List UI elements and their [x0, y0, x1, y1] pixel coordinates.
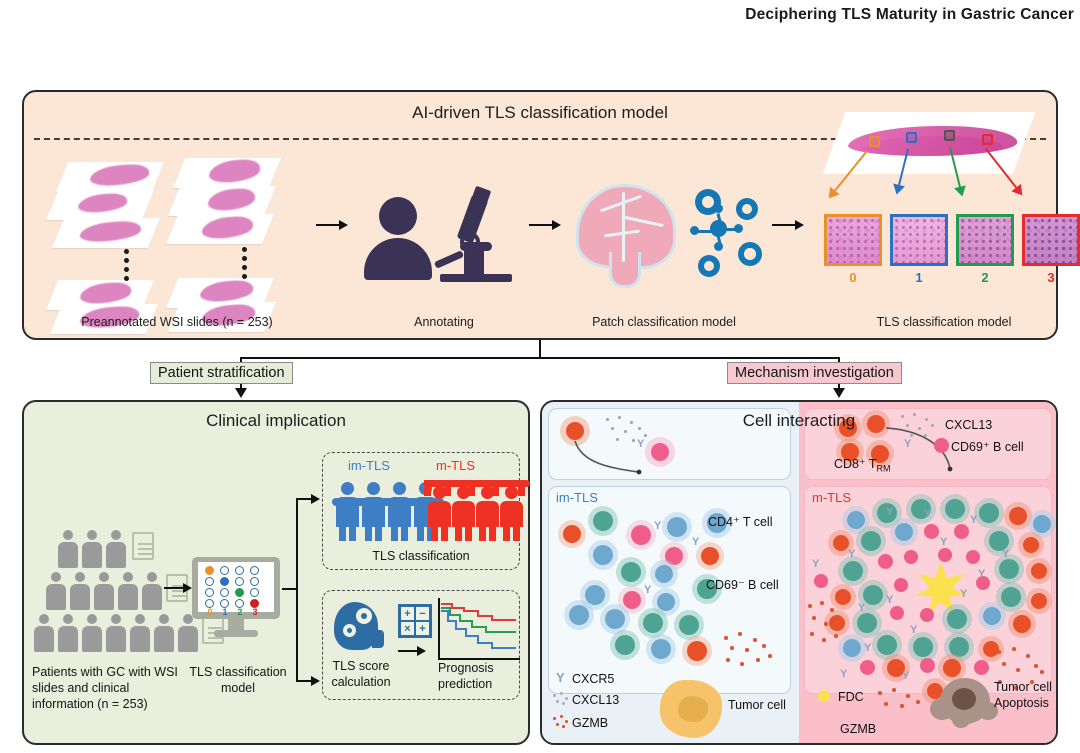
panel-cell-title: Cell interacting	[742, 411, 856, 430]
arrow-calc-to-km	[398, 646, 426, 656]
fdc-label: FDC	[838, 690, 864, 704]
tumor-apoptosis-label-line2: Apoptosis	[994, 696, 1049, 710]
cd8-trm-label: CD8⁺ TRM	[834, 456, 891, 474]
im-tls-top-box	[548, 408, 791, 480]
journal-running-head: Deciphering TLS Maturity in Gastric Canc…	[745, 6, 1074, 23]
arrow-patch-to-tls	[772, 220, 804, 230]
arrow-cohort-to-model	[164, 583, 192, 593]
panel-cell-interacting: Cell interacting Y	[540, 400, 1058, 745]
tls-patch-2	[956, 214, 1014, 266]
fdc-legend-dot	[818, 690, 830, 702]
wsi-region-marker	[944, 130, 955, 141]
wsi-region-marker	[906, 132, 917, 143]
branch-label-patient-stratification: Patient stratification	[150, 362, 293, 384]
tls-patch-0	[824, 214, 882, 266]
prognosis-km-chart	[438, 598, 520, 660]
wsi-region-marker	[869, 136, 880, 147]
gear-icon	[698, 255, 720, 277]
calc-key-minus: −	[415, 606, 430, 621]
patch-label-1: 1	[915, 270, 923, 285]
cd69-neg-b-cell-label: CD69⁻ B cell	[706, 578, 779, 592]
stage-caption-annotating: Annotating	[414, 315, 474, 329]
monitor-grid-label-3: 3	[252, 607, 258, 617]
patch-label-3: 3	[1047, 270, 1055, 285]
gzmb-right-label: GZMB	[840, 722, 877, 736]
prognosis-box	[322, 590, 520, 700]
gzmb-dot-cloud-m-right	[994, 646, 1048, 700]
branch-label-mechanism-investigation: Mechanism investigation	[727, 362, 902, 384]
prognosis-caption: Prognosis prediction	[438, 661, 494, 691]
tumor-cell-label: Tumor cell	[728, 698, 786, 712]
gzmb-dot-cloud-m-left	[806, 600, 848, 646]
stage-caption-wsi: Preannotated WSI slides (n = 253)	[81, 315, 273, 329]
cxcr5-icon: Y	[556, 670, 565, 685]
calc-key-plus: +	[400, 606, 415, 621]
panel-clinical-implication: Clinical implication	[22, 400, 530, 745]
calc-key-times: ×	[400, 621, 415, 636]
ellipsis-dots-left	[124, 249, 129, 281]
im-tls-sublabel: im-TLS	[556, 490, 598, 505]
arrow-slides-to-annotating	[316, 220, 348, 230]
calc-key-plus2: +	[415, 621, 430, 636]
m-tls-sublabel: m-TLS	[812, 490, 851, 505]
cxcl13-dot-cloud-m	[898, 412, 942, 442]
gzmb-dot-cloud-m-center	[874, 688, 926, 722]
gear-icon	[736, 198, 758, 220]
tls-patch-1	[890, 214, 948, 266]
monitor-grid-label-0: 0	[207, 607, 213, 617]
gzmb-dot-cloud-im	[720, 630, 778, 672]
legend-cxcl13-label: CXCL13	[572, 693, 620, 707]
tls-patch-3	[1022, 214, 1080, 266]
panel-ai-driven-model: AI-driven TLS classification model Prean…	[22, 90, 1080, 340]
tls-score-caption: TLS score calculation	[331, 659, 391, 689]
cxcl13-icon	[552, 692, 570, 706]
monitor-grid-label-2: 2	[237, 607, 243, 617]
cd8-trm-text: CD8⁺ T	[834, 457, 877, 471]
calculator-icon: + − × +	[398, 604, 432, 638]
panel-divider	[34, 138, 1046, 140]
network-node-icon	[690, 226, 699, 235]
model-caption: TLS classification model	[189, 665, 287, 695]
stage-caption-patch-model: Patch classification model	[592, 315, 736, 329]
gear-icon	[695, 189, 721, 215]
cd8-trm-subscript: RM	[876, 463, 891, 474]
tls-classification-caption: TLS classification	[372, 549, 470, 563]
ellipsis-dots-right	[242, 247, 247, 279]
network-node-icon	[734, 224, 743, 233]
patch-label-0: 0	[849, 270, 857, 285]
document-icon	[132, 532, 154, 560]
im-tls-label: im-TLS	[348, 458, 390, 473]
arrow-to-tls-classification-box	[296, 494, 320, 504]
arrow-annotating-to-patch	[529, 220, 561, 230]
patch-label-2: 2	[981, 270, 989, 285]
panel-clinical-title: Clinical implication	[206, 411, 346, 430]
cd4-t-cell-label: CD4⁺ T cell	[708, 515, 773, 529]
legend-gzmb-label: GZMB	[572, 716, 609, 730]
tumor-apoptosis-label-line1: Tumor cell	[994, 680, 1052, 694]
cxcl13-dot-cloud	[602, 414, 654, 448]
gear-icon	[738, 242, 762, 266]
legend-cxcr5-label: CXCR5	[572, 672, 615, 686]
m-tls-label: m-TLS	[436, 458, 475, 473]
cohort-caption: Patients with GC with WSI slides and cli…	[32, 665, 178, 711]
wsi-region-marker	[982, 134, 993, 145]
gzmb-icon	[552, 715, 570, 729]
network-node-icon	[714, 204, 723, 213]
cd69-pos-b-cell-label: CD69⁺ B cell	[951, 440, 1024, 454]
network-node-icon	[710, 220, 727, 237]
arrow-to-prognosis-box	[296, 676, 320, 686]
cxcl13-top-label: CXCL13	[945, 418, 993, 432]
monitor-grid-label-1: 1	[222, 607, 228, 617]
panel-ai-title: AI-driven TLS classification model	[412, 103, 668, 122]
stage-caption-tls-model: TLS classification model	[876, 315, 1012, 329]
